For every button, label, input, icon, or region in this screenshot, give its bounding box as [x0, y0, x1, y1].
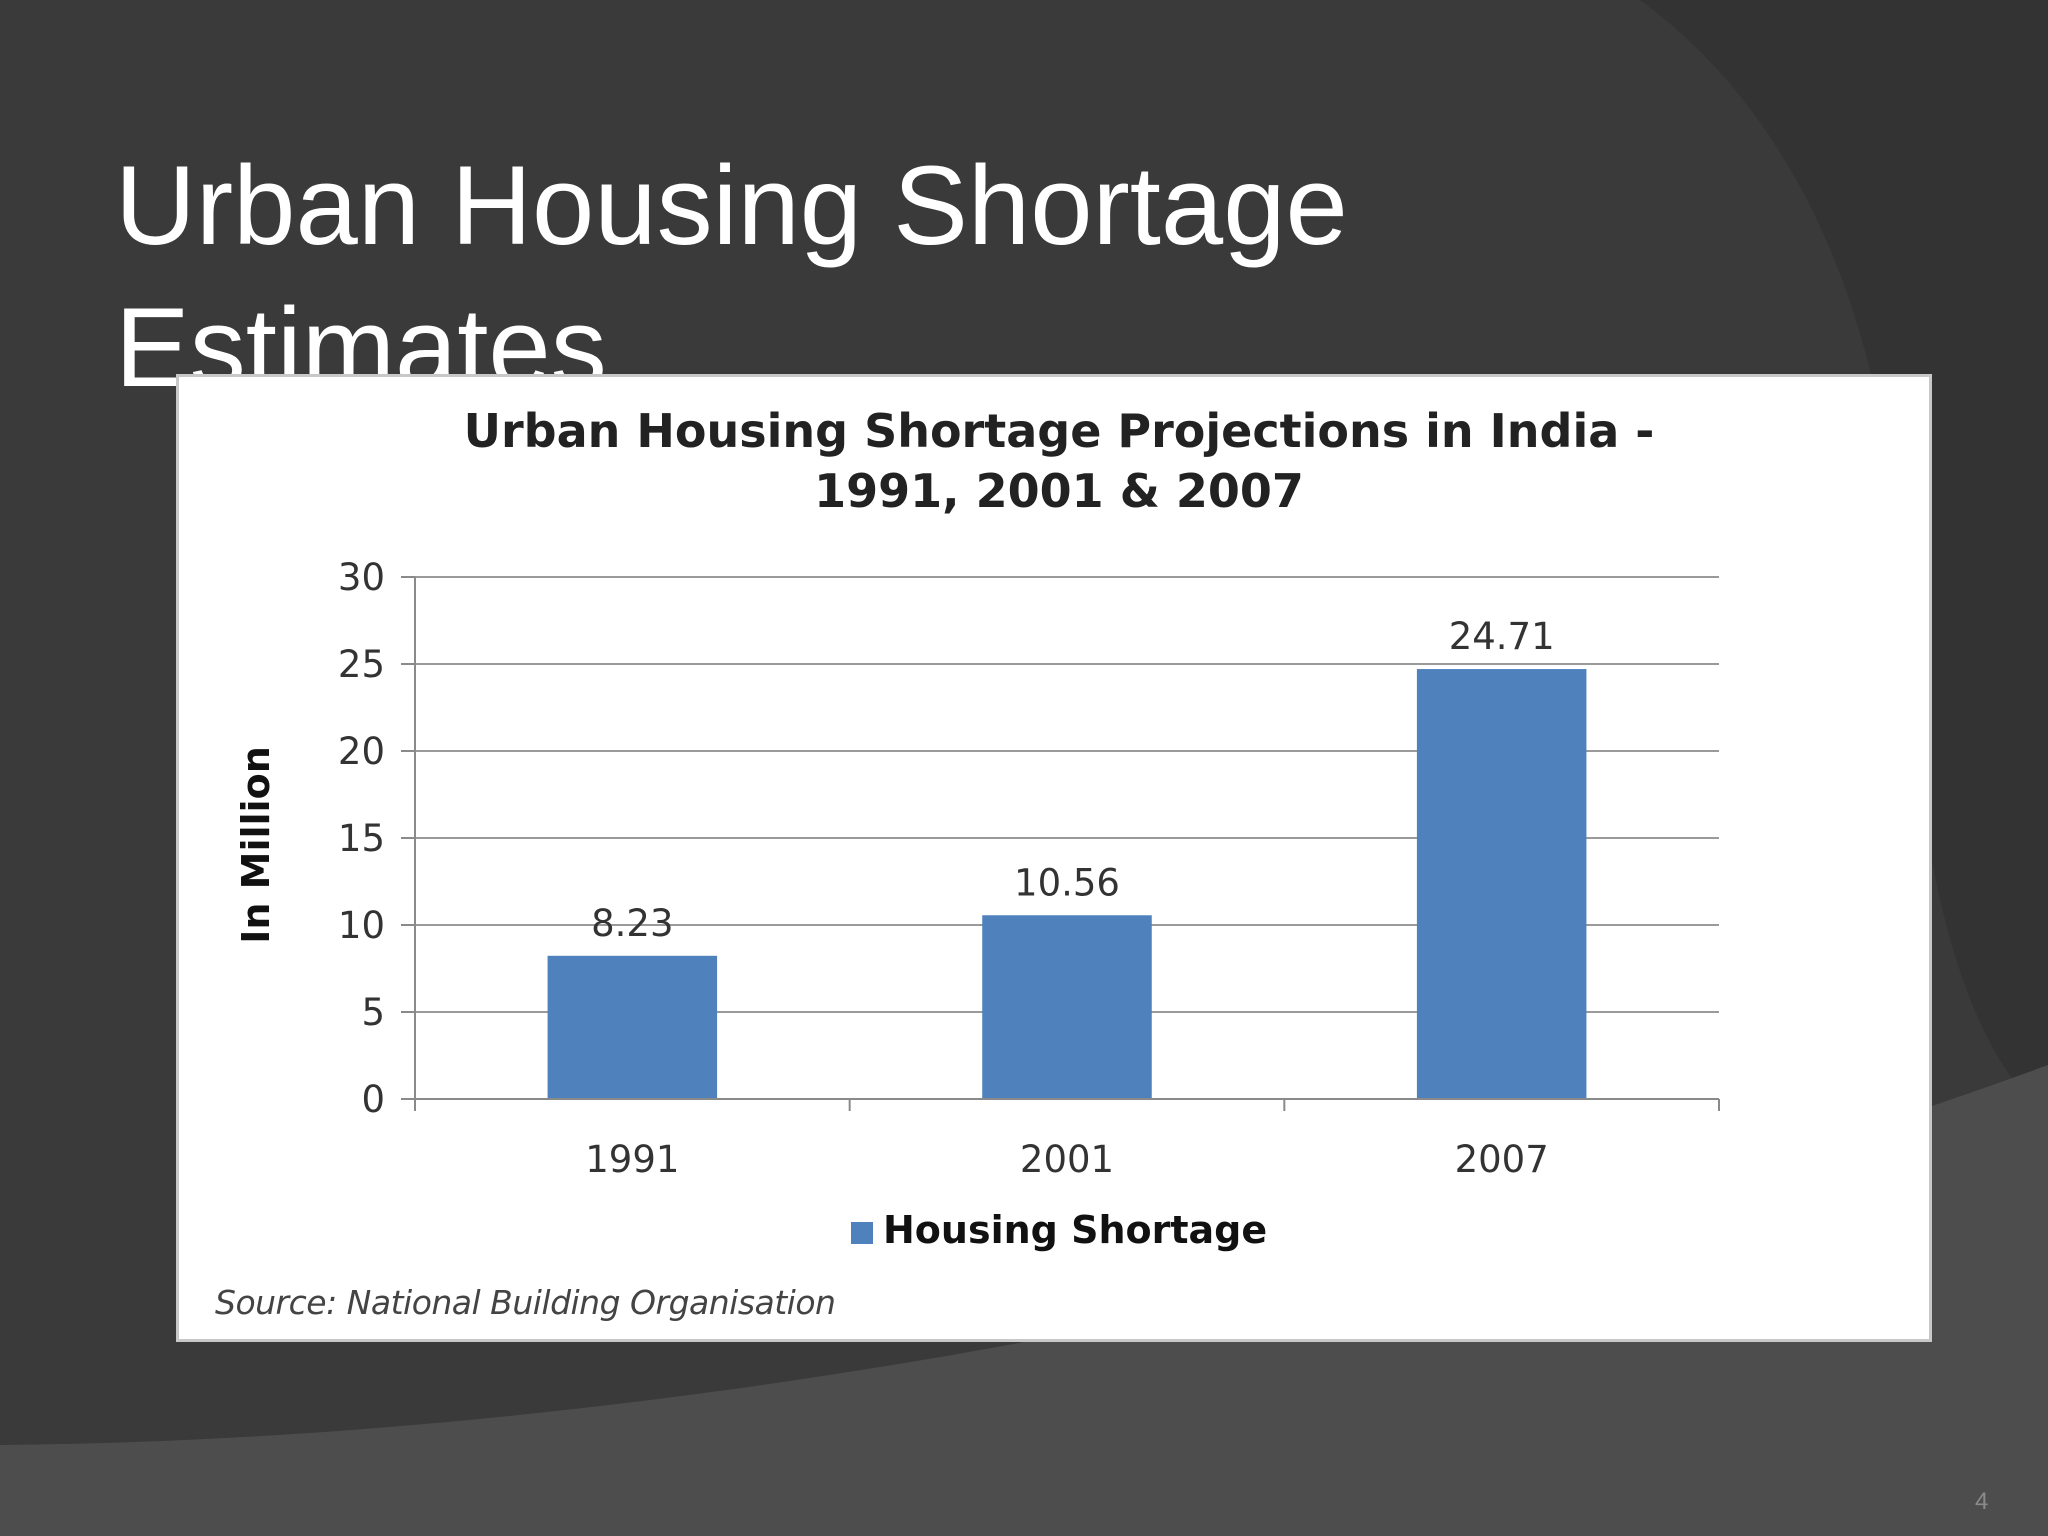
y-tick-label: 5 [361, 991, 385, 1034]
x-tick-label-2001: 2001 [1020, 1138, 1114, 1181]
data-label-2001: 10.56 [1014, 861, 1120, 904]
x-tick-label-1991: 1991 [585, 1138, 679, 1181]
source-note: Source: National Building Organisation [215, 1283, 836, 1322]
y-tick-label: 15 [338, 817, 385, 860]
bars: 8.23 10.56 24.71 [547, 615, 1587, 1099]
legend: Housing Shortage [851, 1208, 1267, 1252]
y-axis-label: In Million [234, 746, 278, 944]
background-swoosh-upper [1640, 0, 2048, 1120]
y-tick-label: 0 [361, 1078, 385, 1121]
bar-chart: Urban Housing Shortage Projections in In… [234, 404, 1720, 1252]
chart-title-line-2: 1991, 2001 & 2007 [814, 464, 1304, 518]
y-tick-label: 20 [338, 730, 385, 773]
chart-panel: Urban Housing Shortage Projections in In… [176, 374, 1932, 1342]
y-tick-label: 25 [338, 643, 385, 686]
page-number: 4 [1975, 1488, 1989, 1515]
bar-1991 [547, 955, 718, 1099]
legend-swatch [851, 1222, 873, 1244]
y-tick-label: 30 [338, 556, 385, 599]
axes: 0 5 10 15 20 25 30 1991 2001 2007 [338, 556, 1720, 1181]
x-tick-label-2007: 2007 [1455, 1138, 1549, 1181]
chart-title-line-1: Urban Housing Shortage Projections in In… [464, 404, 1655, 458]
data-label-1991: 8.23 [591, 902, 673, 945]
slide-title-line-1: Urban Housing Shortage [115, 143, 1348, 269]
legend-label: Housing Shortage [883, 1208, 1267, 1252]
y-tick-label: 10 [338, 904, 385, 947]
data-label-2007: 24.71 [1449, 615, 1555, 658]
background-swoosh-lower [0, 1065, 2048, 1536]
bar-2001 [982, 915, 1152, 1099]
bar-2007 [1416, 669, 1587, 1099]
